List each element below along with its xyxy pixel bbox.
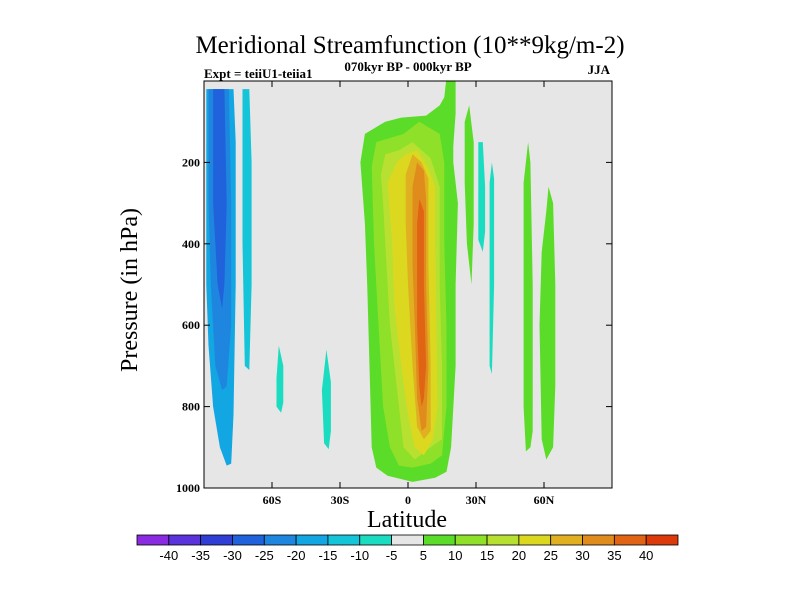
y-tick-label-1: 400 xyxy=(182,237,200,251)
colorbar-box-12 xyxy=(518,534,552,546)
colorbar-box-0 xyxy=(136,534,170,546)
colorbar-box-2 xyxy=(200,534,233,546)
y-tick-label-4: 1000 xyxy=(176,481,200,495)
colorbar-label-8: 5 xyxy=(420,548,427,563)
contour-region-15 xyxy=(523,142,533,452)
colorbar-label-13: 30 xyxy=(575,548,589,563)
contour-region-18 xyxy=(489,162,495,374)
contour-region-3 xyxy=(242,89,252,370)
contour-region-14 xyxy=(464,105,474,285)
colorbar-box-11 xyxy=(486,534,520,546)
colorbar-box-9 xyxy=(423,534,456,546)
colorbar-label-6: -10 xyxy=(350,548,369,563)
chart-subtitle-center: 070kyr BP - 000kyr BP xyxy=(344,59,471,74)
colorbar-label-2: -30 xyxy=(223,548,242,563)
colorbar-box-15 xyxy=(613,534,647,546)
axis-ticks: 60S 30S 0 30N 60N 200 400 600 800 1000 xyxy=(176,81,612,507)
contour-region-16 xyxy=(539,186,556,460)
x-tick-label-3: 30N xyxy=(466,493,487,507)
colorbar-label-4: -20 xyxy=(287,548,306,563)
colorbar-box-3 xyxy=(232,534,265,546)
y-tick-label-3: 800 xyxy=(182,400,200,414)
contour-region-13 xyxy=(444,81,456,147)
colorbar-box-8 xyxy=(391,534,424,546)
contour-region-4 xyxy=(276,345,284,413)
colorbar-label-5: -15 xyxy=(319,548,338,563)
x-tick-label-0: 60S xyxy=(263,493,282,507)
x-tick-label-4: 60N xyxy=(534,493,555,507)
colorbar-box-14 xyxy=(582,534,615,546)
contour-region-5 xyxy=(321,349,331,450)
y-tick-label-0: 200 xyxy=(182,155,200,169)
colorbar-label-1: -35 xyxy=(191,548,210,563)
colorbar-box-4 xyxy=(263,534,297,546)
colorbar-box-6 xyxy=(327,534,361,546)
colorbar-box-16 xyxy=(645,534,679,546)
x-tick-label-1: 30S xyxy=(331,493,350,507)
colorbar-label-15: 40 xyxy=(639,548,653,563)
colorbar-label-7: -5 xyxy=(386,548,398,563)
y-axis-label: Pressure (in hPa) xyxy=(117,208,143,372)
colorbar: -40 -35 -30 -25 -20 -15 -10 -5 5 10 15 20 25 30 35 40 xyxy=(136,534,679,563)
contour-region-12 xyxy=(417,199,427,407)
colorbar-box-13 xyxy=(550,534,583,546)
colorbar-box-1 xyxy=(168,534,202,546)
chart-title: Meridional Streamfunction (10**9kg/m-2) xyxy=(195,32,624,59)
colorbar-label-14: 35 xyxy=(607,548,621,563)
x-tick-label-2: 0 xyxy=(405,493,411,507)
colorbar-box-10 xyxy=(454,534,488,546)
chart-subtitle-right: JJA xyxy=(588,62,611,77)
colorbar-box-7 xyxy=(359,534,392,546)
colorbar-label-11: 20 xyxy=(512,548,526,563)
colorbar-label-9: 10 xyxy=(448,548,462,563)
x-axis-label: Latitude xyxy=(367,507,447,533)
colorbar-label-3: -25 xyxy=(255,548,274,563)
contour-region-17 xyxy=(478,142,486,252)
y-tick-label-2: 600 xyxy=(182,318,200,332)
colorbar-box-5 xyxy=(295,534,329,546)
chart-subtitle-left: Expt = teiiU1-teiia1 xyxy=(204,66,313,81)
contour-region-2 xyxy=(213,89,227,309)
colorbar-label-10: 15 xyxy=(480,548,494,563)
contour-fills xyxy=(206,81,556,482)
colorbar-label-0: -40 xyxy=(159,548,178,563)
colorbar-label-12: 25 xyxy=(543,548,557,563)
